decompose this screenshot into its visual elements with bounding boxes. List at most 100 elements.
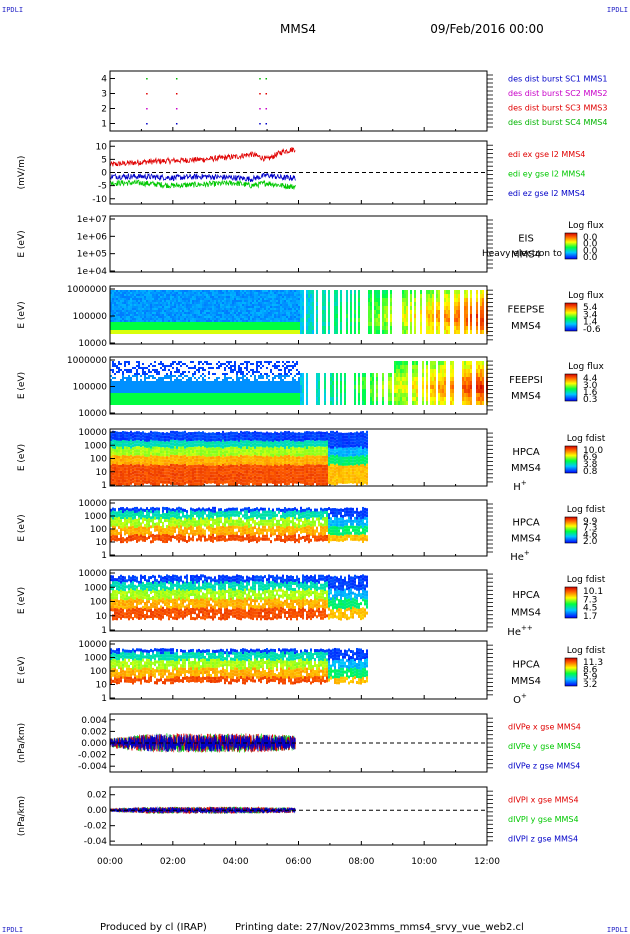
feepsi-pixel [220,363,222,365]
feepse-pixel [280,294,282,296]
feepsi-pixel [192,373,194,375]
feepse-pixel [254,306,256,308]
feepse-pixel [230,300,232,302]
feepsi-pixel [188,393,190,395]
feepsi-pixel [340,397,342,401]
feepsi-pixel [470,401,472,405]
feepse-pixel [256,322,258,324]
feepsi-pixel [132,393,134,395]
feepse-pixel [246,308,248,310]
feepsi-pixel [116,387,118,389]
feepse-pixel [124,310,126,312]
feepsi-pixel [174,403,176,405]
feepsi-pixel [278,365,280,367]
feepsi-pixel [478,369,480,373]
feepsi-pixel [284,373,286,375]
feepsi-pixel [228,391,230,393]
feepse-pixel [256,314,258,316]
feepsi-pixel [124,361,126,363]
feepsi-pixel [254,377,256,379]
feepse-pixel [168,318,170,320]
feepse-pixel [264,300,266,302]
feepse-pixel [404,290,406,294]
feepse-pixel [446,302,448,306]
feepse-pixel [482,322,484,326]
feepse-pixel [130,310,132,312]
feepsi-pixel [242,389,244,391]
feepsi-pixel [256,369,258,371]
feepse-pixel [192,308,194,310]
feepsi-pixel [110,401,112,403]
feepsi-pixel [450,381,452,385]
feepsi-pixel [248,403,250,405]
feepsi-pixel [158,381,160,383]
feepsi-pixel [118,391,120,393]
feepse-pixel [148,300,150,302]
feepsi-pixel [192,391,194,393]
feepse-pixel [236,324,238,326]
feepse-pixel [220,310,222,312]
feepse-pixel [204,312,206,314]
feepsi-pixel [372,377,374,381]
feepse-pixel [224,296,226,298]
feepse-pixel [242,326,244,328]
feepse-pixel [136,302,138,304]
feepsi-pixel [300,385,302,389]
feepse-pixel [196,300,198,302]
feepse-pixel [214,290,216,292]
feepse-pixel [192,318,194,320]
feepse-pixel [250,320,252,322]
feepse-pixel [110,326,112,328]
feepsi-pixel [482,369,484,373]
feepse-pixel [220,332,222,334]
feepse-pixel [312,294,314,298]
feepsi-pixel [202,397,204,399]
feepse-pixel [444,330,446,334]
feepse-pixel [164,310,166,312]
feepse-pixel [262,304,264,306]
feepsi-pixel [188,401,190,403]
feepse-pixel [336,330,338,334]
feepsi-pixel [462,369,464,373]
feepse-pixel [268,302,270,304]
feepse-pixel [228,312,230,314]
feepse-pixel [192,292,194,294]
feepse-pixel [270,318,272,320]
feepsi-pixel [228,393,230,395]
feepsi-pixel [218,395,220,397]
feepsi-pixel [242,379,244,381]
feepsi-pixel [280,385,282,387]
feepse-pixel [240,298,242,300]
feepse-pixel [280,302,282,304]
feepse-pixel [284,312,286,314]
eis-y-tick-label: 1e+06 [77,232,108,242]
feepsi-pixel [286,401,288,403]
feepsi-pixel [442,369,444,373]
feepse-pixel [296,324,298,326]
feepse-pixel [260,322,262,324]
feepsi-pixel [204,387,206,389]
feepsi-pixel [120,379,122,381]
feepsi-pixel [134,383,136,385]
feepsi-pixel [150,389,152,391]
feepse-pixel [340,318,342,322]
feepsi-pixel [414,361,416,365]
feepsi-pixel [136,379,138,381]
feepse-pixel [192,302,194,304]
feepse-pixel [390,326,392,330]
edi-y-tick-label: 5 [101,155,107,165]
feepse-pixel [204,298,206,300]
feepsi-pixel [274,375,276,377]
feepse-pixel [122,318,124,320]
feepse-pixel [164,304,166,306]
feepse-pixel [264,292,266,294]
feepse-pixel [218,326,220,328]
feepse-pixel [198,316,200,318]
feepse-pixel [274,318,276,320]
feepsi-pixel [126,403,128,405]
feepse-pixel [432,326,434,330]
hpca_h-pixel [110,480,112,484]
feepsi-pixel [284,393,286,395]
feepsi-pixel [218,361,220,363]
feepsi-pixel [298,403,300,405]
